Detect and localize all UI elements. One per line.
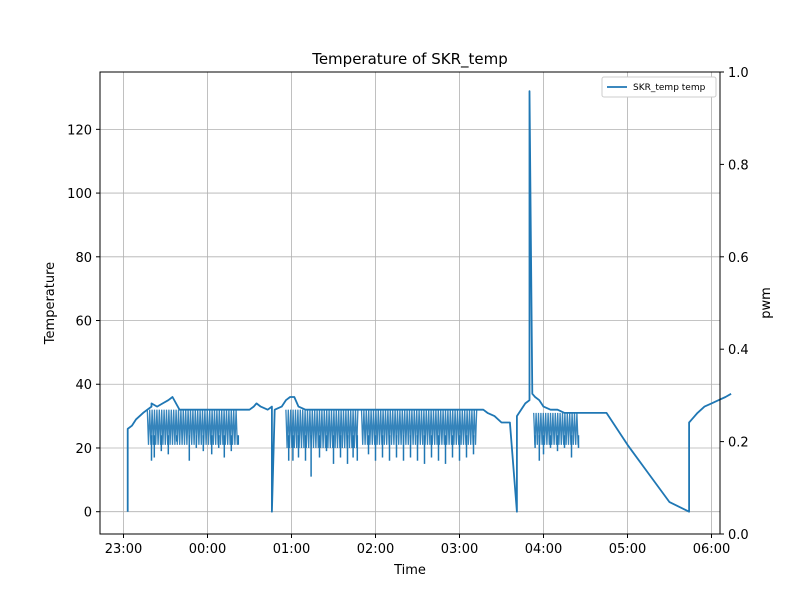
chart-title: Temperature of SKR_temp bbox=[311, 50, 508, 69]
y-tick-label: 20 bbox=[75, 442, 92, 457]
x-tick-label: 00:00 bbox=[189, 542, 226, 557]
x-axis-ticks: 23:00 00:00 01:00 02:00 03:00 04:00 05:00 06:00 bbox=[105, 534, 730, 557]
oscillation-band bbox=[146, 409, 238, 445]
x-tick-label: 06:00 bbox=[693, 542, 730, 557]
x-tick-label: 04:00 bbox=[525, 542, 562, 557]
y-tick-label: 80 bbox=[75, 251, 92, 266]
y-tick-label: 0 bbox=[84, 506, 92, 521]
y2-tick-label: 0.4 bbox=[728, 343, 749, 358]
y-tick-label: 120 bbox=[67, 123, 92, 138]
x-tick-label: 02:00 bbox=[357, 542, 394, 557]
y2-tick-label: 1.0 bbox=[728, 66, 749, 81]
y2-tick-label: 0.6 bbox=[728, 251, 749, 266]
y2-tick-label: 0.2 bbox=[728, 436, 749, 451]
y-tick-label: 100 bbox=[67, 187, 92, 202]
legend-box bbox=[601, 76, 717, 98]
series-line bbox=[126, 90, 732, 513]
x-tick-label: 03:00 bbox=[441, 542, 478, 557]
y2-axis-label: pwm bbox=[759, 287, 774, 319]
y2-tick-label: 0.0 bbox=[728, 528, 749, 543]
legend-entry-label: SKR_temp temp bbox=[633, 83, 706, 93]
y-axis-ticks: 0 20 40 60 80 100 120 bbox=[67, 123, 100, 521]
x-tick-label: 05:00 bbox=[609, 542, 646, 557]
y2-axis-ticks: 0.0 0.2 0.4 0.6 0.8 1.0 bbox=[720, 66, 749, 543]
dips bbox=[150, 435, 580, 477]
legend: SKR_temp temp bbox=[601, 76, 717, 98]
x-tick-label: 01:00 bbox=[273, 542, 310, 557]
oscillation-band bbox=[533, 412, 579, 445]
y-axis-label: Temperature bbox=[43, 262, 58, 345]
y-tick-label: 40 bbox=[75, 378, 92, 393]
y2-tick-label: 0.8 bbox=[728, 158, 749, 173]
x-tick-label: 23:00 bbox=[105, 542, 142, 557]
x-axis-label: Time bbox=[393, 563, 426, 578]
series-lines bbox=[126, 90, 732, 513]
plot-frame bbox=[99, 71, 721, 535]
y-tick-label: 60 bbox=[75, 315, 92, 330]
